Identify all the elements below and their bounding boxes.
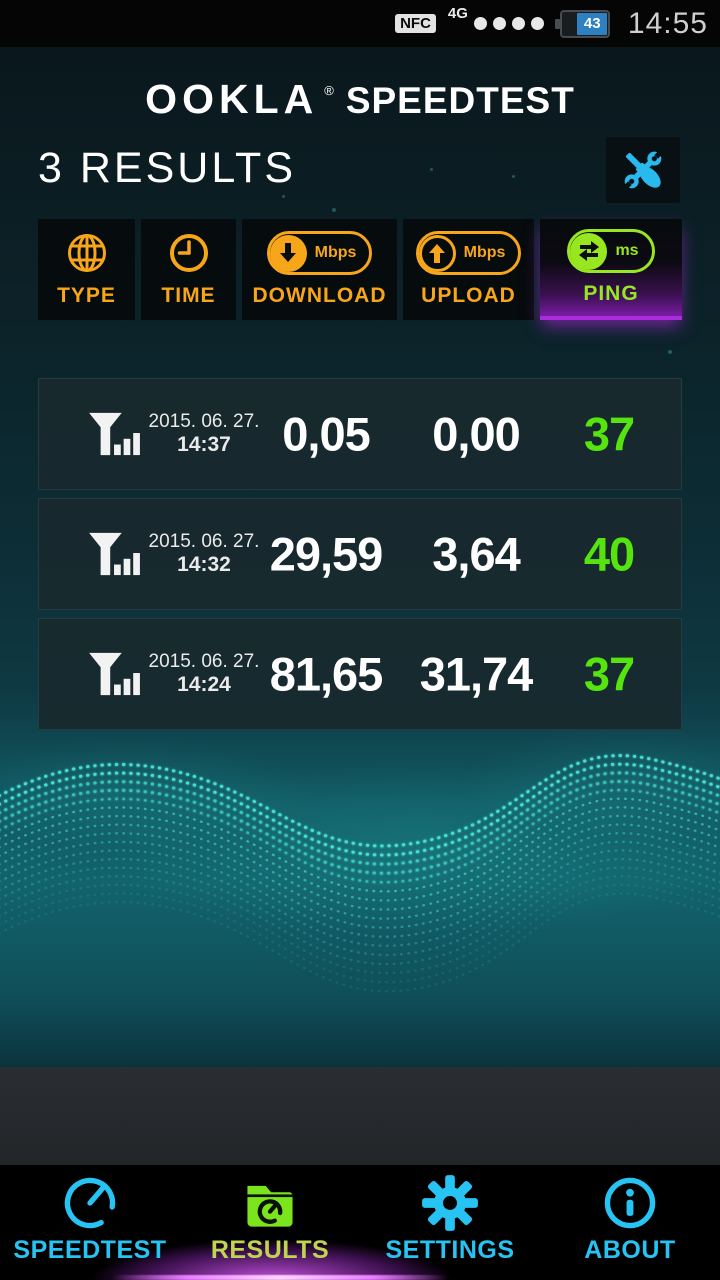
sort-column-time[interactable]: TIME [141,219,236,320]
nav-tab-settings[interactable]: SETTINGS [360,1165,540,1280]
logo-product-text: SPEEDTEST [345,80,575,121]
background-sparkle [512,175,515,178]
result-datetime: 2015. 06. 27. 14:24 [148,651,260,696]
result-datetime: 2015. 06. 27. 14:32 [148,531,260,576]
tools-button[interactable] [606,137,680,203]
upload-value: 31,74 [419,647,534,701]
background-sparkle [430,168,433,171]
cellular-signal-icon [87,531,143,577]
sort-label-download: DOWNLOAD [252,284,387,307]
upload-arrow-icon: Mbps [415,231,522,275]
wrench-screwdriver-icon [623,150,663,190]
background-sparkle [668,350,672,354]
nav-label-speedtest: SPEEDTEST [13,1236,167,1264]
network-type-label: 4G [447,5,468,22]
info-icon [604,1177,656,1229]
result-datetime: 2015. 06. 27. 14:37 [148,411,260,456]
nav-label-settings: SETTINGS [385,1236,515,1264]
app-logo: OOKLA ® SPEEDTEST [0,76,720,123]
signal-strength-dots-icon [473,17,544,30]
sort-label-type: TYPE [57,284,116,307]
background-sparkle [332,208,336,212]
download-unit: Mbps [314,244,357,261]
nav-tab-speedtest[interactable]: SPEEDTEST [0,1165,180,1280]
logo-brand-text: OOKLA [145,76,319,122]
bottom-band [0,1067,720,1165]
background-sparkle [282,195,285,198]
registered-mark: ® [324,83,334,98]
battery-icon: 43 [554,9,610,38]
upload-value: 0,00 [432,407,520,461]
gear-icon [422,1175,478,1231]
nav-label-about: ABOUT [584,1236,676,1264]
nav-label-results: RESULTS [210,1236,330,1264]
sort-bar: TYPE TIME Mbps DOWNLOAD [38,219,682,320]
upload-value: 3,64 [432,527,520,581]
result-row[interactable]: 2015. 06. 27. 14:37 0,05 0,00 37 [38,378,682,490]
wave-background-graphic [0,728,720,993]
gauge-icon [64,1177,116,1229]
download-value: 0,05 [282,407,370,461]
results-folder-icon [247,1185,293,1227]
ping-value: 37 [583,647,635,701]
cellular-signal-icon [87,411,143,457]
status-clock: 14:55 [627,6,708,40]
ping-value: 40 [583,527,635,581]
clock-icon [169,234,208,272]
battery-percent: 43 [577,12,607,35]
ping-unit: ms [615,242,639,259]
active-tab-glow-line [112,1275,448,1280]
download-value: 29,59 [269,527,384,581]
page-title: 3 RESULTS [38,144,296,192]
sort-label-upload: UPLOAD [421,284,516,307]
ping-arrows-icon: ms [567,229,655,273]
sort-label-time: TIME [161,284,216,307]
ping-value: 37 [583,407,635,461]
status-bar: NFC 4G 43 14:55 [0,0,720,47]
nfc-icon: NFC [395,14,436,33]
sort-column-ping[interactable]: ms PING [540,219,682,320]
nav-tab-about[interactable]: ABOUT [540,1165,720,1280]
result-row[interactable]: 2015. 06. 27. 14:32 29,59 3,64 40 [38,498,682,610]
download-value: 81,65 [269,647,384,701]
active-tab-glow [80,1228,480,1280]
sort-column-type[interactable]: TYPE [38,219,135,320]
nav-tab-results[interactable]: RESULTS [180,1165,360,1280]
result-row[interactable]: 2015. 06. 27. 14:24 81,65 31,74 37 [38,618,682,730]
upload-unit: Mbps [463,244,506,261]
cellular-signal-icon [87,651,143,697]
globe-icon [67,234,106,272]
download-arrow-icon: Mbps [266,231,373,275]
bottom-nav: SPEEDTEST RESULTS [0,1165,720,1280]
sort-label-ping: PING [583,282,639,305]
sort-column-upload[interactable]: Mbps UPLOAD [403,219,534,320]
sort-column-download[interactable]: Mbps DOWNLOAD [242,219,397,320]
